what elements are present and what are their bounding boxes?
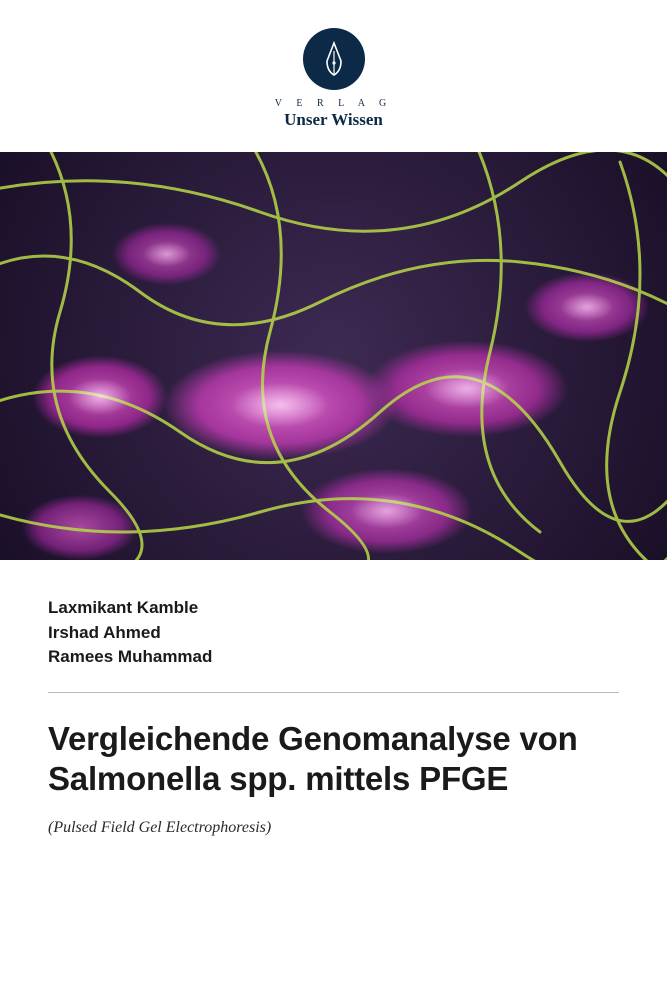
publisher-brand: Unser Wissen (284, 110, 383, 130)
publisher-logo-circle (303, 28, 365, 90)
author-name: Ramees Muhammad (48, 645, 619, 670)
cover-text-block: Laxmikant Kamble Irshad Ahmed Ramees Muh… (0, 560, 667, 837)
flagella-overlay (0, 152, 667, 560)
book-subtitle: (Pulsed Field Gel Electrophoresis) (48, 819, 619, 837)
author-name: Laxmikant Kamble (48, 596, 619, 621)
author-name: Irshad Ahmed (48, 621, 619, 646)
cover-hero-image (0, 152, 667, 560)
divider-rule (48, 692, 619, 693)
book-cover: V E R L A G Unser Wissen Laxmikant Kambl… (0, 0, 667, 1000)
publisher-logo-block: V E R L A G Unser Wissen (0, 0, 667, 130)
pen-nib-icon (319, 41, 349, 77)
author-list: Laxmikant Kamble Irshad Ahmed Ramees Muh… (48, 596, 619, 670)
publisher-label: V E R L A G (275, 98, 392, 109)
book-title: Vergleichende Genomanalyse von Salmonell… (48, 719, 619, 800)
